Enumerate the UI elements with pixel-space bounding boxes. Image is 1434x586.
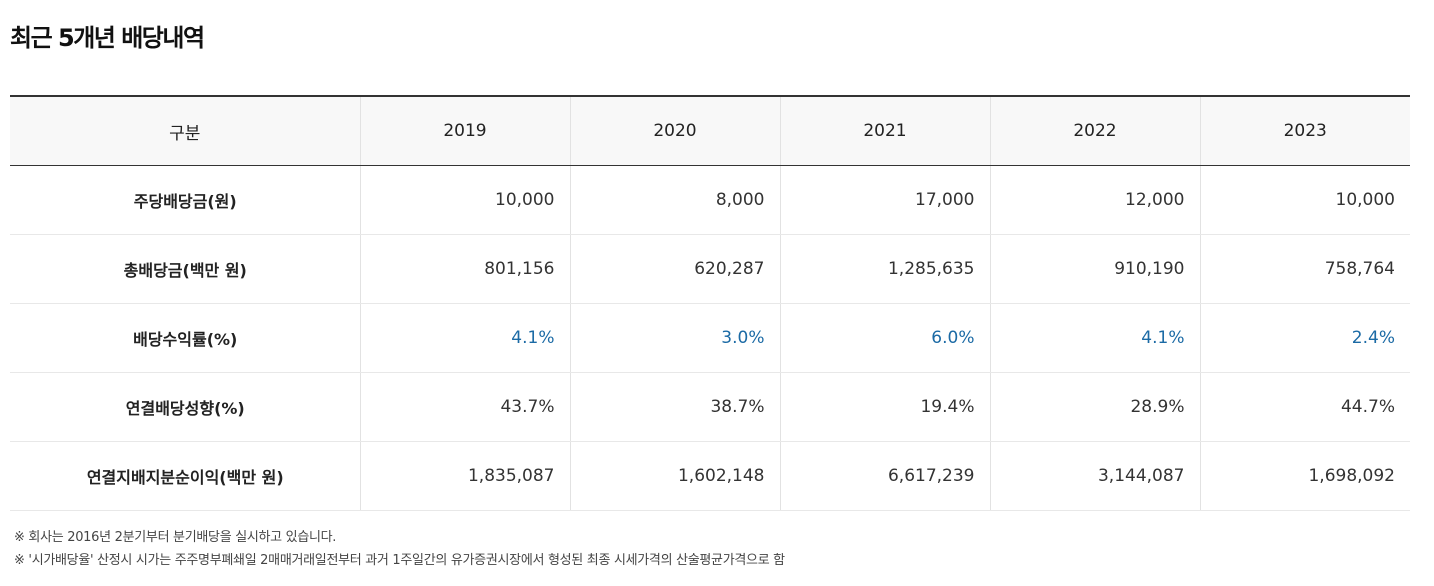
row-label: 연결배당성향(%): [10, 372, 360, 442]
table-cell: 38.7%: [569, 372, 780, 442]
table-cell: 3.0%: [569, 303, 780, 373]
table-cell: 10,000: [359, 165, 570, 235]
page-title: 최근 5개년 배당내역: [10, 24, 205, 52]
table-cell: 1,285,635: [779, 234, 990, 304]
table-cell: 1,835,087: [359, 441, 570, 511]
table-cell: 43.7%: [359, 372, 570, 442]
table-cell: 4.1%: [989, 303, 1200, 373]
column-header-year: 2021: [779, 96, 990, 166]
table-cell: 17,000: [779, 165, 990, 235]
table-cell: 910,190: [989, 234, 1200, 304]
footnotes: ※ 회사는 2016년 2분기부터 분기배당을 실시하고 있습니다. ※ '시가…: [14, 526, 785, 572]
footnote: ※ '시가배당율' 산정시 시가는 주주명부폐쇄일 2매매거래일전부터 과거 1…: [14, 553, 785, 568]
table-cell: 4.1%: [359, 303, 570, 373]
column-header-category: 구분: [10, 96, 360, 166]
column-header-year: 2022: [989, 96, 1200, 166]
footnote: ※ 회사는 2016년 2분기부터 분기배당을 실시하고 있습니다.: [14, 530, 337, 545]
table-cell: 44.7%: [1199, 372, 1410, 442]
row-label: 연결지배지분순이익(백만 원): [10, 441, 360, 511]
table-cell: 28.9%: [989, 372, 1200, 442]
table-cell: 8,000: [569, 165, 780, 235]
table-row: 총배당금(백만 원) 801,156 620,287 1,285,635 910,190…: [10, 234, 1410, 304]
table-cell: 2.4%: [1199, 303, 1410, 373]
table-cell: 6,617,239: [779, 441, 990, 511]
table-cell: 1,698,092: [1199, 441, 1410, 511]
table-cell: 12,000: [989, 165, 1200, 235]
table-cell: 801,156: [359, 234, 570, 304]
table-cell: 19.4%: [779, 372, 990, 442]
table-header-row: 구분 2019 2020 2021 2022 2023: [10, 96, 1410, 166]
table-cell: 620,287: [569, 234, 780, 304]
table-cell: 6.0%: [779, 303, 990, 373]
row-label: 주당배당금(원): [10, 165, 360, 235]
table-cell: 1,602,148: [569, 441, 780, 511]
row-label: 배당수익률(%): [10, 303, 360, 373]
dividend-table: 구분 2019 2020 2021 2022 2023 주당배당금(원) 10,000 8,0…: [10, 95, 1410, 511]
table-row: 배당수익률(%) 4.1% 3.0% 6.0% 4.1% 2.4%: [10, 303, 1410, 373]
row-label: 총배당금(백만 원): [10, 234, 360, 304]
table-cell: 3,144,087: [989, 441, 1200, 511]
table-row: 연결지배지분순이익(백만 원) 1,835,087 1,602,148 6,617,2…: [10, 441, 1410, 511]
column-header-year: 2023: [1199, 96, 1410, 166]
column-header-year: 2019: [359, 96, 570, 166]
table-cell: 758,764: [1199, 234, 1410, 304]
table-row: 연결배당성향(%) 43.7% 38.7% 19.4% 28.9% 44.7%: [10, 372, 1410, 442]
table-cell: 10,000: [1199, 165, 1410, 235]
column-header-year: 2020: [569, 96, 780, 166]
table-row: 주당배당금(원) 10,000 8,000 17,000 12,000 10,000: [10, 165, 1410, 235]
